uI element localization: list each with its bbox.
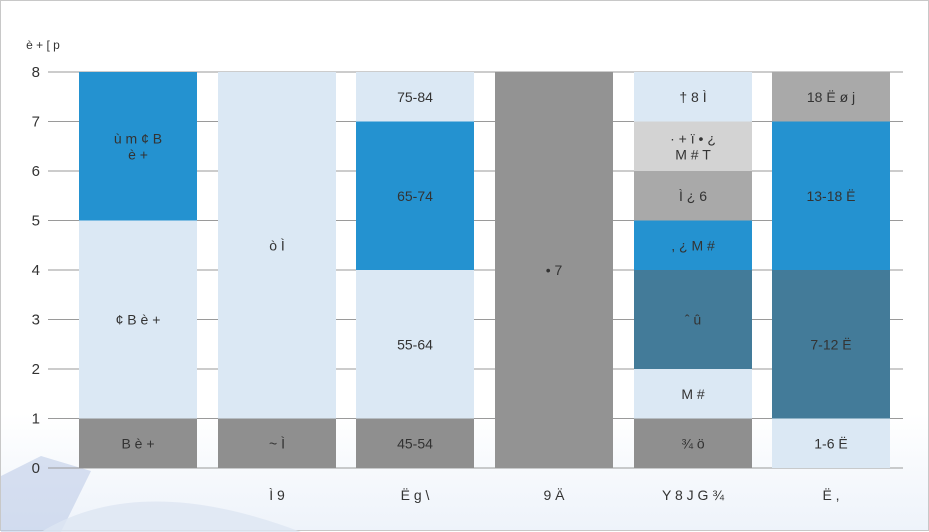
y-tick-label: 0	[32, 460, 40, 477]
x-axis-categories: Ì 9 Ë g \ 9 Ä Y 8 J G ¾ Ë ,	[269, 487, 839, 503]
segment-label: ¢ B è +	[116, 312, 161, 328]
segment-label: † 8 Ì	[679, 89, 706, 105]
segment-label: 1-6 Ë	[814, 435, 847, 451]
y-axis-label: è + [ p	[26, 38, 60, 52]
segment-label: 18 Ë ø j	[807, 89, 855, 105]
segment-label: B è +	[121, 435, 154, 451]
y-axis-ticks: 0 1 2 3 4 5 6 7 8	[32, 64, 40, 477]
segment-label: 65-74	[397, 188, 433, 204]
segment-label: ˆ û	[685, 312, 701, 328]
decor-curve	[41, 502, 301, 532]
y-tick-label: 3	[32, 312, 40, 329]
category-label: Ë ,	[822, 487, 839, 503]
y-tick-label: 2	[32, 361, 40, 378]
segment-label: ù m ¢ B	[114, 130, 162, 146]
segment-label: è +	[128, 146, 148, 162]
y-tick-label: 6	[32, 163, 40, 180]
y-tick-label: 1	[32, 411, 40, 428]
category-label: Ë g \	[401, 487, 430, 503]
category-label: Ì 9	[269, 487, 285, 503]
segment-label: ò Ì	[269, 237, 285, 253]
segment-label: 45-54	[397, 435, 433, 451]
y-tick-label: 7	[32, 114, 40, 131]
segment-label: 55-64	[397, 336, 433, 352]
segment-label: Ì ¿ 6	[679, 188, 707, 204]
segment-label: • 7	[546, 262, 563, 278]
segment-label: · + ï • ¿	[670, 130, 716, 146]
segment-label: M #	[681, 386, 705, 402]
segment-label: , ¿ M #	[671, 237, 715, 253]
y-tick-label: 8	[32, 64, 40, 81]
segment-label: 13-18 Ë	[806, 188, 855, 204]
category-label: 9 Ä	[543, 487, 565, 503]
segment-label: ~ Ì	[269, 435, 285, 451]
segment-label: ¾ ö	[681, 435, 705, 451]
segment-label: 75-84	[397, 89, 433, 105]
y-tick-label: 4	[32, 262, 40, 279]
category-label: Y 8 J G ¾	[662, 487, 724, 503]
y-tick-label: 5	[32, 213, 40, 230]
segment-label: M # T	[675, 146, 711, 162]
segment-label: 7-12 Ë	[810, 336, 851, 352]
